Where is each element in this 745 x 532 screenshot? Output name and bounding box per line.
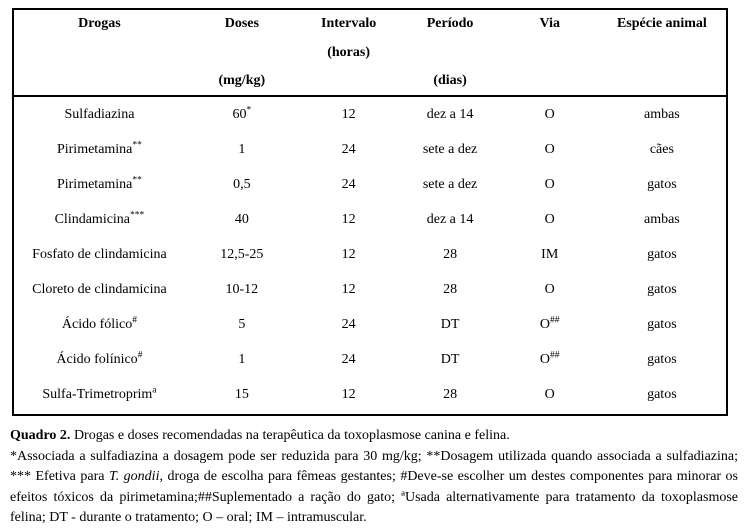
column-header-intervalo: Intervalo (horas) <box>299 10 399 95</box>
cell-via: O <box>544 106 555 122</box>
cell-period: 28 <box>443 246 458 262</box>
cell-period: 28 <box>443 386 458 402</box>
cell-species: gatos <box>647 176 677 192</box>
cell-interval: 12 <box>341 211 356 227</box>
column-header-periodo: Período (dias) <box>398 10 501 95</box>
cell-period: DT <box>440 351 460 367</box>
table-caption: Quadro 2. Drogas e doses recomendadas na… <box>10 426 738 447</box>
cell-drug: Sulfa-Trimetroprima <box>42 384 157 402</box>
column-header-label: Intervalo <box>321 16 377 31</box>
cell-drug: Pirimetamina** <box>56 139 142 157</box>
cell-drug: Sulfadiazina <box>64 106 135 122</box>
column-header-unit: (dias) <box>433 73 467 88</box>
column-header-doses: Doses (mg/kg) <box>185 10 299 95</box>
cell-drug: Clindamicina*** <box>54 209 145 227</box>
cell-interval: 24 <box>341 176 356 192</box>
cell-species: gatos <box>647 246 677 262</box>
cell-interval: 12 <box>341 106 356 122</box>
footnote-italic-species: T. gondii <box>108 469 160 484</box>
cell-via: O <box>544 281 555 297</box>
cell-period: 28 <box>443 281 458 297</box>
cell-species: gatos <box>647 281 677 297</box>
cell-period: sete a dez <box>422 176 478 192</box>
caption-title: Drogas e doses recomendadas na terapêuti… <box>70 428 510 443</box>
cell-via: O <box>544 386 555 402</box>
cell-species: gatos <box>647 386 677 402</box>
cell-period: dez a 14 <box>426 106 474 122</box>
cell-species: cães <box>649 141 674 157</box>
cell-species: gatos <box>647 316 677 332</box>
column-header-drogas: Drogas <box>14 10 185 95</box>
cell-period: sete a dez <box>422 141 478 157</box>
cell-interval: 12 <box>341 386 356 402</box>
column-header-label: Doses <box>224 16 259 31</box>
cell-dose: 12,5-25 <box>220 246 264 262</box>
cell-drug: Cloreto de clindamicina <box>32 281 167 297</box>
column-header-label: Via <box>539 16 560 31</box>
cell-dose: 5 <box>238 316 246 332</box>
cell-via: O <box>544 141 555 157</box>
cell-via: O <box>544 211 555 227</box>
column-header-via: Via <box>502 10 598 95</box>
column-header-especie-animal: Espécie animal <box>598 10 726 95</box>
cell-period: DT <box>440 316 460 332</box>
table-header-row: Drogas Doses (mg/kg) Intervalo (horas) P… <box>14 10 726 97</box>
cell-dose: 40 <box>234 211 249 227</box>
table-row: Fosfato de clindamicina 12,5-25 12 28 IM gato… <box>14 237 726 272</box>
cell-dose: 1 <box>238 141 246 157</box>
cell-via: O <box>544 176 555 192</box>
table-footnotes: *Associada a sulfadiazina a dosagem pode… <box>10 447 738 529</box>
caption-label: Quadro 2. <box>10 428 71 443</box>
footnote-text-1: *Associada a sulfadiazina a dosagem pode… <box>10 448 738 485</box>
cell-dose: 60* <box>232 104 252 122</box>
cell-drug: Pirimetamina** <box>56 174 142 192</box>
cell-interval: 12 <box>341 246 356 262</box>
column-header-sub: (horas) <box>327 44 370 60</box>
column-header-label: Espécie animal <box>616 16 707 31</box>
column-header-unit: (mg/kg) <box>218 73 266 88</box>
cell-dose: 10-12 <box>225 281 259 297</box>
column-header-label: Drogas <box>78 16 121 31</box>
cell-species: ambas <box>643 106 680 122</box>
cell-dose: 1 <box>238 351 246 367</box>
cell-drug: Ácido fólico# <box>61 314 137 332</box>
cell-via: IM <box>541 246 559 262</box>
table-row: Ácido fólico# 5 24 DT O## gatos <box>14 307 726 342</box>
cell-species: ambas <box>643 211 680 227</box>
cell-interval: 12 <box>341 281 356 297</box>
table-row: Ácido folínico# 1 24 DT O## gatos <box>14 342 726 377</box>
footnote-text-2: , droga de escolha para fêmeas gestantes… <box>10 469 739 525</box>
cell-interval: 24 <box>341 316 356 332</box>
cell-drug: Ácido folínico# <box>56 349 143 367</box>
cell-species: gatos <box>647 351 677 367</box>
column-header-label: Período <box>426 16 474 31</box>
cell-interval: 24 <box>341 141 356 157</box>
drug-dose-table: Drogas Doses (mg/kg) Intervalo (horas) P… <box>12 8 728 416</box>
cell-via: O## <box>539 314 560 332</box>
cell-dose: 0,5 <box>233 176 251 192</box>
cell-via: O## <box>539 349 560 367</box>
table-caption-block: Quadro 2. Drogas e doses recomendadas na… <box>10 426 738 529</box>
cell-period: dez a 14 <box>426 211 474 227</box>
cell-interval: 24 <box>341 351 356 367</box>
cell-drug: Fosfato de clindamicina <box>32 246 167 262</box>
cell-dose: 15 <box>234 386 249 402</box>
